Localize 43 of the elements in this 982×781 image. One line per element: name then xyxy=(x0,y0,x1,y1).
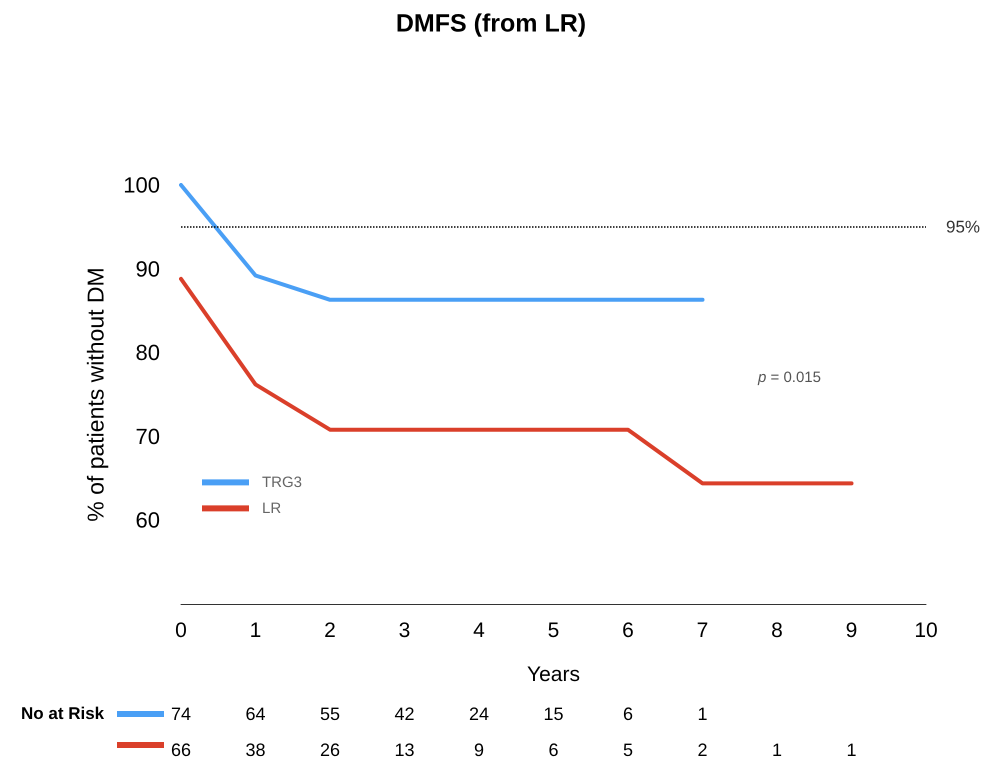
text: 5 xyxy=(622,739,634,761)
x-tick-label: 8 xyxy=(771,619,783,642)
chart-title: DMFS (from LR) xyxy=(396,10,586,38)
y-tick-label: 90 xyxy=(136,256,160,282)
x-tick-label: 4 xyxy=(473,619,486,642)
text: 24 xyxy=(468,703,490,725)
text: 15 xyxy=(543,703,564,725)
ref-line-label: 95% xyxy=(946,217,980,236)
x-tick-label: 5 xyxy=(548,619,560,642)
x-tick-label: 6 xyxy=(622,619,634,642)
text: 64 xyxy=(245,703,266,725)
text: 74 xyxy=(170,703,192,725)
line-series xyxy=(179,276,854,486)
text: 13 xyxy=(394,739,415,761)
legend-label: LR xyxy=(262,500,282,517)
y-axis-title: % of patients without DM xyxy=(82,267,108,522)
text: 9 xyxy=(474,739,484,761)
x-tick-label: 2 xyxy=(324,619,336,642)
y-tick-label: 80 xyxy=(136,340,160,366)
text: 1 xyxy=(846,739,857,761)
x-tick-label: 10 xyxy=(914,619,938,642)
x-tick-label: 9 xyxy=(846,619,858,642)
legend-label: TRG3 xyxy=(262,474,302,491)
text: 66 xyxy=(170,739,192,761)
x-tick-label: 0 xyxy=(175,619,187,642)
text: 6 xyxy=(548,739,559,761)
y-tick-label: 100 xyxy=(123,172,160,198)
text: 2 xyxy=(697,739,708,761)
text: 55 xyxy=(320,703,340,725)
text: No at Risk xyxy=(21,703,104,725)
annotation: p = 0.015 xyxy=(758,369,821,386)
y-tick-label: 60 xyxy=(136,508,160,533)
x-tick-label: 1 xyxy=(250,619,262,642)
text: 42 xyxy=(394,703,415,725)
text: 26 xyxy=(320,739,340,761)
text: 1 xyxy=(772,739,782,761)
text: 38 xyxy=(245,739,266,761)
y-tick-label: 70 xyxy=(136,424,160,449)
text: 1 xyxy=(697,703,708,725)
x-tick-label: 3 xyxy=(398,619,410,642)
x-tick-label: 7 xyxy=(696,619,708,642)
x-axis-title: Years xyxy=(527,663,580,686)
text: 6 xyxy=(622,703,634,725)
